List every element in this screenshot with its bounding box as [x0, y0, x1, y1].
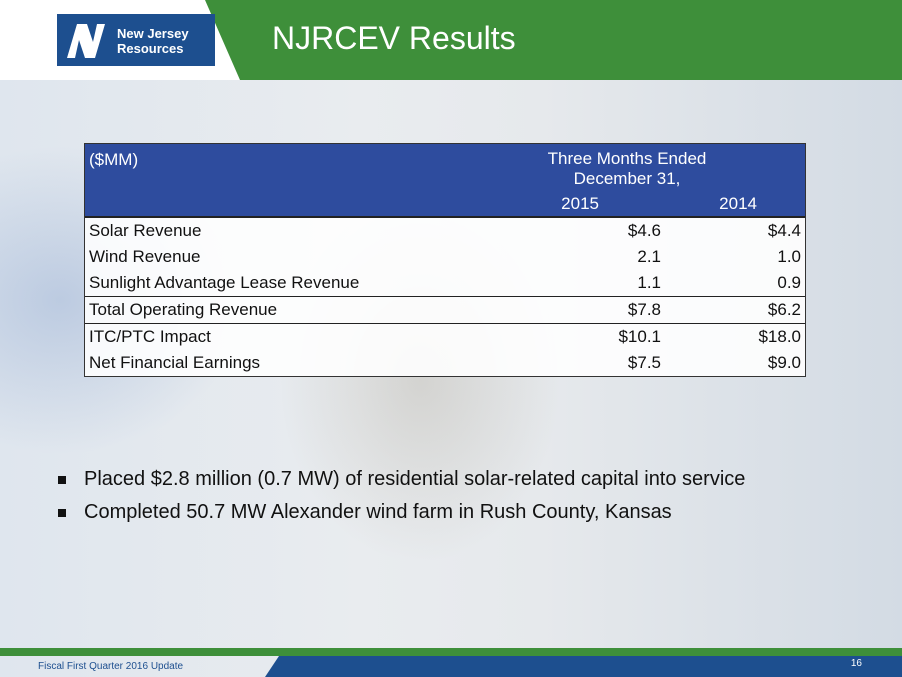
- row-label: Sunlight Advantage Lease Revenue: [89, 273, 360, 292]
- table-row: Sunlight Advantage Lease Revenue 1.1 0.9: [85, 270, 805, 296]
- unit-label: ($MM): [89, 150, 139, 169]
- row-label: Net Financial Earnings: [89, 353, 261, 372]
- footer-bar: [0, 648, 902, 656]
- results-table: ($MM) Three Months Ended December 31, 20…: [84, 143, 806, 377]
- logo-mark: [67, 24, 105, 58]
- table-header: ($MM) Three Months Ended December 31, 20…: [85, 144, 805, 218]
- bullet: Completed 50.7 MW Alexander wind farm in…: [58, 501, 745, 534]
- logo: New Jersey Resources: [57, 14, 215, 66]
- cell-value: $4.4: [767, 221, 801, 240]
- cell-value: $7.8: [627, 300, 661, 319]
- row-label: Solar Revenue: [89, 221, 202, 240]
- period-label: Three Months Ended December 31,: [547, 149, 707, 188]
- cell-value: $7.5: [627, 353, 661, 372]
- logo-text: New Jersey: [117, 26, 189, 41]
- table-row: Net Financial Earnings $7.5 $9.0: [85, 350, 805, 376]
- row-label: ITC/PTC Impact: [89, 327, 211, 346]
- cell-value: 2.1: [637, 247, 661, 266]
- table-row: Solar Revenue $4.6 $4.4: [85, 218, 805, 244]
- table-row: Wind Revenue 2.1 1.0: [85, 244, 805, 270]
- cell-value: $10.1: [618, 327, 661, 346]
- cell-value: $9.0: [767, 353, 801, 372]
- bullet: Placed $2.8 million (0.7 MW) of resident…: [58, 468, 745, 501]
- bullet-list: Placed $2.8 million (0.7 MW) of resident…: [58, 468, 745, 534]
- page-number: 16: [850, 658, 862, 669]
- cell-value: 0.9: [777, 273, 801, 292]
- cell-value: 1.0: [777, 247, 801, 266]
- table-row: ITC/PTC Impact $10.1 $18.0: [85, 323, 805, 350]
- footer-bar: [265, 656, 902, 677]
- cell-value: $4.6: [627, 221, 661, 240]
- cell-value: $6.2: [767, 300, 801, 319]
- cell-value: $18.0: [758, 327, 801, 346]
- table-row: Total Operating Revenue $7.8 $6.2: [85, 296, 805, 323]
- footer-text: Fiscal First Quarter 2016 Update: [38, 661, 184, 672]
- row-label: Wind Revenue: [89, 247, 201, 266]
- column-year: 2015: [561, 194, 599, 213]
- cell-value: 1.1: [637, 273, 661, 292]
- column-year: 2014: [719, 194, 757, 213]
- logo-text: Resources: [117, 41, 184, 56]
- table-body: Solar Revenue $4.6 $4.4 Wind Revenue 2.1 1.0 S…: [85, 218, 805, 376]
- row-label: Total Operating Revenue: [89, 300, 278, 319]
- slide-title: NJRCEV Results: [272, 20, 516, 56]
